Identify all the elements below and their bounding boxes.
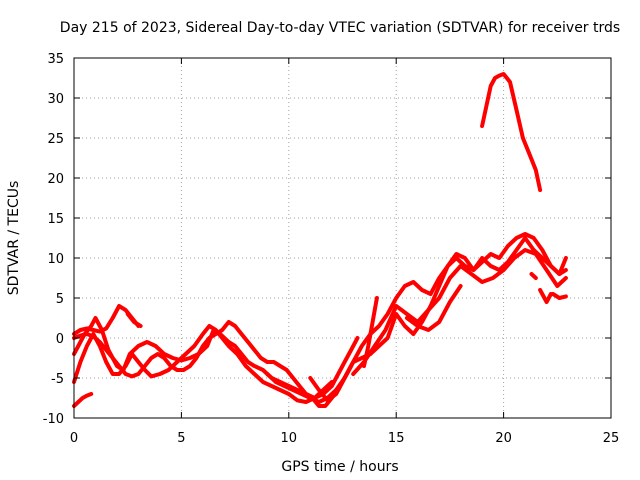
x-tick-label: 15 — [388, 431, 405, 446]
x-axis-label: GPS time / hours — [281, 459, 398, 475]
series-trace-12 — [540, 290, 551, 302]
y-tick-label: 30 — [47, 92, 64, 107]
x-tick-label: 5 — [177, 431, 185, 446]
y-tick-label: 15 — [47, 212, 64, 227]
y-tick-label: 35 — [47, 52, 64, 67]
series-trace-8 — [353, 250, 566, 374]
x-tick-label: 10 — [281, 431, 298, 446]
series-trace-5 — [74, 394, 91, 406]
series-trace-13 — [553, 294, 566, 298]
series-trace-7 — [310, 234, 566, 400]
series-group — [74, 74, 566, 406]
y-tick-label: 25 — [47, 132, 64, 147]
series-trace-4 — [74, 322, 351, 406]
series-trace-15 — [482, 74, 540, 190]
y-tick-label: 0 — [56, 332, 64, 347]
y-tick-label: -10 — [43, 412, 64, 427]
x-tick-label: 0 — [70, 431, 78, 446]
series-trace-14 — [128, 314, 141, 326]
chart: Day 215 of 2023, Sidereal Day-to-day VTE… — [0, 0, 640, 480]
y-tick-label: 10 — [47, 252, 64, 267]
x-tick-label: 20 — [495, 431, 512, 446]
series-trace-1 — [74, 306, 138, 334]
series-trace-11 — [532, 274, 536, 278]
x-tick-label: 25 — [603, 431, 620, 446]
chart-title: Day 215 of 2023, Sidereal Day-to-day VTE… — [60, 20, 620, 36]
y-tick-label: -5 — [51, 372, 64, 387]
y-axis-label: SDTVAR / TECUs — [6, 181, 22, 296]
y-tick-label: 5 — [56, 292, 64, 307]
y-tick-label: 20 — [47, 172, 64, 187]
series-trace-10 — [407, 286, 461, 330]
